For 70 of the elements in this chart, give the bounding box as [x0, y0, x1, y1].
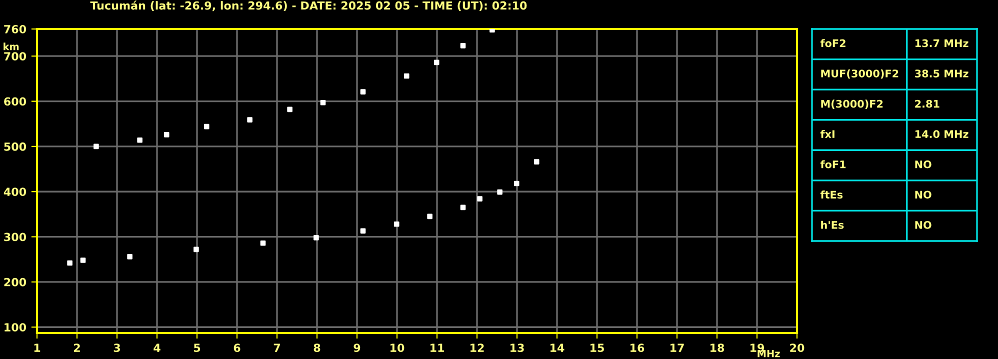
x-tick-label: 5: [194, 344, 200, 352]
x-tick-label: 16: [630, 344, 644, 352]
x-tick-label: 20: [790, 344, 804, 352]
text: 2.81: [915, 100, 940, 108]
y-axis-title: km: [4, 42, 19, 50]
point: [360, 89, 366, 94]
x-tick-label: 17: [670, 344, 684, 352]
x-tick-label: 9: [354, 344, 360, 352]
point: [204, 124, 210, 130]
point: [460, 204, 466, 210]
x-axis-title: MHz: [758, 350, 780, 358]
point: [490, 29, 495, 33]
x-tick-label: 13: [510, 344, 524, 352]
text: M(3000)F2: [821, 100, 883, 109]
y-tick-label: 200: [4, 278, 26, 286]
point: [67, 260, 72, 266]
point: [534, 159, 540, 164]
point: [434, 60, 440, 66]
y-tick-label: 600: [4, 97, 26, 106]
x-tick-label: 4: [154, 344, 160, 352]
y-tick-label: 500: [4, 142, 26, 151]
text: foF2: [820, 39, 846, 48]
y-tick-label: 100: [4, 323, 26, 332]
x-tick-label: 18: [710, 344, 724, 352]
point: [80, 258, 86, 263]
x-tick-label: 7: [274, 344, 280, 352]
x-tick-label: 8: [314, 344, 320, 352]
x-tick-label: 14: [550, 344, 564, 352]
point: [247, 117, 252, 122]
text: foF1: [820, 160, 846, 168]
text: fxI: [820, 130, 834, 138]
x-tick-label: 6: [234, 344, 240, 352]
point: [394, 221, 400, 227]
point: [320, 100, 326, 106]
text: MUF(3000)F2: [821, 69, 898, 79]
point: [127, 254, 132, 260]
x-tick-label: 12: [470, 344, 484, 352]
x-tick-label: 1: [34, 344, 40, 352]
point: [460, 43, 466, 48]
x-tick-label: 15: [590, 344, 604, 352]
text: 38.5 MHz: [914, 70, 968, 78]
point: [427, 214, 432, 220]
point: [194, 246, 199, 252]
y-tick-label: 300: [4, 232, 26, 242]
point: [137, 137, 142, 143]
x-tick-label: 10: [390, 344, 404, 352]
point: [314, 235, 319, 240]
point: [94, 144, 99, 150]
y-tick-label: 760: [4, 24, 26, 34]
point: [477, 196, 482, 202]
text: 14.0 MHz: [915, 130, 968, 138]
text: ftEs: [820, 190, 843, 199]
point: [497, 189, 502, 195]
chart-title: Tucumán (lat: -26.9, lon: 294.6) - DATE: 2025 02 05 - TIME (UT): 02:10: [90, 0, 527, 12]
x-tick-label: 3: [114, 344, 120, 352]
point: [287, 106, 292, 112]
point: [164, 132, 170, 138]
point: [404, 73, 410, 79]
y-tick-label: 700: [4, 52, 26, 60]
point: [514, 180, 520, 186]
y-tick-label: 400: [4, 188, 26, 196]
point: [360, 228, 366, 234]
text: NO: [915, 190, 932, 199]
x-tick-label: 2: [74, 344, 80, 352]
text: NO: [915, 221, 932, 229]
point: [260, 240, 266, 246]
text: 13.7 MHz: [915, 39, 968, 48]
x-tick-label: 11: [430, 344, 444, 352]
text: h'Es: [821, 220, 844, 229]
text: NO: [915, 160, 932, 168]
